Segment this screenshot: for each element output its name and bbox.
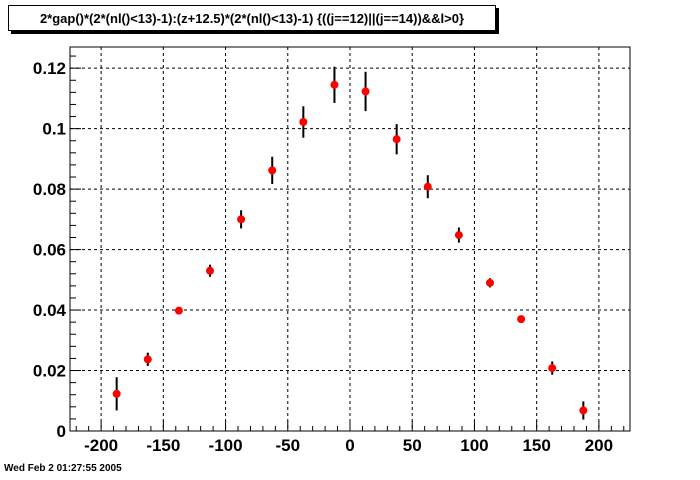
data-point — [423, 175, 432, 199]
point-marker — [330, 80, 339, 89]
y-tick-label: 0.08 — [33, 180, 66, 199]
point-marker — [454, 231, 463, 240]
x-tick-label: 150 — [522, 436, 550, 455]
point-marker — [486, 278, 494, 287]
point-marker — [517, 315, 526, 324]
y-tick-label: 0.12 — [33, 59, 66, 78]
grid-layer — [70, 47, 630, 431]
point-marker — [143, 355, 152, 364]
data-point — [112, 377, 121, 411]
data-point — [486, 278, 494, 288]
point-marker — [112, 389, 121, 398]
axes-layer — [69, 46, 631, 432]
x-tick-label: -150 — [146, 436, 180, 455]
x-tick-label: 50 — [403, 436, 422, 455]
point-marker — [299, 117, 308, 126]
data-points — [112, 66, 588, 420]
y-tick-label: 0 — [57, 422, 66, 441]
x-tick-label: -50 — [275, 436, 300, 455]
y-tick-label: 0.04 — [33, 301, 67, 320]
x-tick-label: -200 — [84, 436, 118, 455]
data-point — [454, 227, 463, 243]
data-point — [392, 124, 401, 155]
x-tick-label: 100 — [460, 436, 488, 455]
data-point — [330, 66, 339, 103]
point-marker — [392, 135, 401, 144]
y-tick-label: 0.06 — [33, 241, 66, 260]
data-point — [517, 315, 526, 324]
data-point — [548, 361, 557, 375]
data-point — [299, 106, 308, 138]
x-tick-label: -100 — [209, 436, 243, 455]
point-marker — [206, 266, 214, 275]
data-point — [143, 352, 152, 366]
y-tick-label: 0.1 — [42, 120, 66, 139]
point-marker — [423, 182, 432, 191]
chart-title: 2*gap()*(2*(nl()<13)-1):(z+12.5)*(2*(nl(… — [8, 5, 496, 31]
point-marker — [268, 166, 277, 175]
tick-labels: -200 -150 -100 -50 0 50 100 150 200 0 0.02 0.04 0.06… — [33, 59, 613, 455]
y-tick-label: 0.02 — [33, 362, 66, 381]
timestamp: Wed Feb 2 01:27:55 2005 — [4, 463, 122, 474]
data-point — [361, 71, 370, 112]
data-point — [174, 306, 183, 315]
x-tick-label: 200 — [585, 436, 613, 455]
data-point — [206, 264, 214, 277]
x-tick-label: 0 — [345, 436, 354, 455]
data-point — [268, 156, 277, 184]
data-point — [579, 401, 588, 420]
point-marker — [579, 406, 588, 415]
data-point — [237, 210, 246, 229]
point-marker — [174, 306, 183, 315]
point-marker — [237, 215, 246, 224]
point-marker — [361, 87, 370, 96]
point-marker — [548, 364, 557, 373]
